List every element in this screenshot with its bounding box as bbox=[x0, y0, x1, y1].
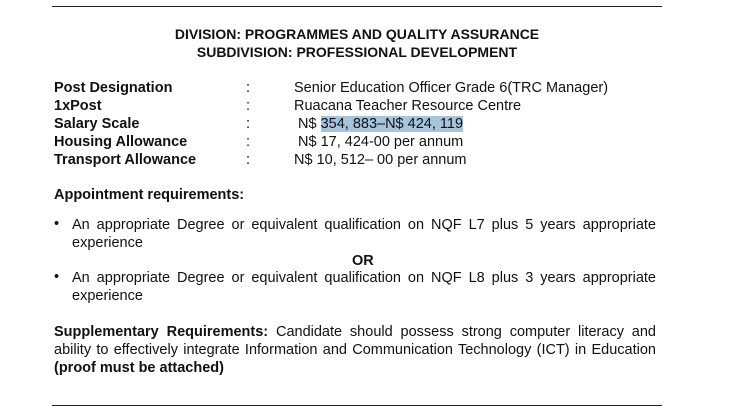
detail-label: 1xPost bbox=[54, 98, 102, 114]
currency-prefix: N$ bbox=[298, 116, 321, 132]
detail-label: Post Designation bbox=[54, 80, 173, 96]
separator: : bbox=[246, 134, 251, 150]
detail-label: Salary Scale bbox=[54, 116, 140, 132]
separator: : bbox=[246, 152, 251, 168]
detail-value: Ruacana Teacher Resource Centre bbox=[294, 98, 522, 114]
proof-note: (proof must be attached) bbox=[54, 360, 224, 376]
selected-text[interactable]: 354, 883–N$ 424, 119 bbox=[320, 116, 464, 132]
bottom-rule bbox=[52, 405, 662, 406]
detail-value: N$ 10, 512– 00 per annum bbox=[294, 152, 467, 168]
requirement-item: An appropriate Degree or equivalent qual… bbox=[72, 217, 656, 251]
detail-value: Senior Education Officer Grade 6(TRC Man… bbox=[294, 80, 609, 96]
supplementary-text: Candidate should possess strong computer… bbox=[54, 324, 661, 358]
separator: : bbox=[246, 116, 251, 132]
bullet-icon: • bbox=[54, 269, 60, 285]
appointment-heading: Appointment requirements: bbox=[54, 187, 245, 203]
division-heading: DIVISION: PROGRAMMES AND QUALITY ASSURAN… bbox=[174, 26, 540, 42]
detail-label: Housing Allowance bbox=[54, 134, 188, 150]
detail-value: N$ 17, 424-00 per annum bbox=[298, 134, 464, 150]
separator: : bbox=[246, 98, 251, 114]
top-rule bbox=[52, 6, 662, 7]
detail-label: Transport Allowance bbox=[54, 152, 197, 168]
or-separator: OR bbox=[352, 253, 374, 269]
bullet-icon: • bbox=[54, 216, 60, 232]
supplementary-heading: Supplementary Requirements: bbox=[54, 324, 269, 340]
detail-value: N$ 354, 883–N$ 424, 119 bbox=[298, 115, 464, 133]
separator: : bbox=[246, 80, 251, 96]
supplementary-requirements: Supplementary Requirements: Candidate sh… bbox=[54, 323, 656, 377]
subdivision-heading: SUBDIVISION: PROFESSIONAL DEVELOPMENT bbox=[196, 44, 518, 60]
requirement-item: An appropriate Degree or equivalent qual… bbox=[72, 270, 656, 304]
